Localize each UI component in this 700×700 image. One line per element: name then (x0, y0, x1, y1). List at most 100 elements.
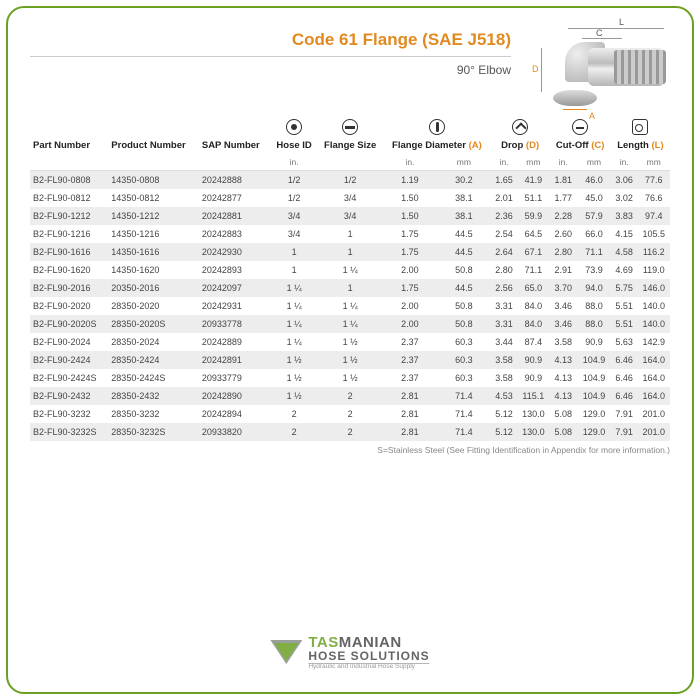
cell: 2 (317, 423, 383, 441)
cell: 1 (271, 243, 318, 261)
cell: 1 ½ (271, 369, 318, 387)
cell: 20242894 (199, 405, 271, 423)
cell: 2 (271, 423, 318, 441)
cell: 164.0 (638, 387, 670, 405)
cell: 28350-2020S (108, 315, 199, 333)
cell: 30.2 (437, 171, 491, 190)
header: Code 61 Flange (SAE J518) 90° Elbow (30, 26, 670, 108)
cell: 2.37 (383, 351, 437, 369)
cell: 5.63 (611, 333, 638, 351)
table-row: B2-FL90-2020S28350-2020S209337781 ¼1 ¼2.… (30, 315, 670, 333)
cell: 4.15 (611, 225, 638, 243)
cutoff-icon (572, 119, 588, 135)
footnote: S=Stainless Steel (See Fitting Identific… (30, 445, 670, 455)
cell: 76.6 (638, 189, 670, 207)
cell: 1 (271, 261, 318, 279)
cell: 2.80 (491, 261, 517, 279)
cell: 14350-1216 (108, 225, 199, 243)
cell: 57.9 (577, 207, 611, 225)
cell: 1 ¼ (271, 297, 318, 315)
cell: 20242877 (199, 189, 271, 207)
cell: 2.00 (383, 315, 437, 333)
table-row: B2-FL90-243228350-2432202428901 ½22.8171… (30, 387, 670, 405)
cell: 90.9 (517, 369, 549, 387)
col-hose-id: Hose ID (271, 137, 318, 154)
flange-dia-icon (429, 119, 445, 135)
cell: 71.4 (437, 423, 491, 441)
cell: 65.0 (517, 279, 549, 297)
table-row: B2-FL90-080814350-0808202428881/21/21.19… (30, 171, 670, 190)
cell: 50.8 (437, 297, 491, 315)
cell: 3.31 (491, 297, 517, 315)
cell: 2.60 (549, 225, 577, 243)
cell: 14350-1212 (108, 207, 199, 225)
cell: B2-FL90-1616 (30, 243, 108, 261)
cell: 2.81 (383, 423, 437, 441)
cell: 88.0 (577, 297, 611, 315)
cell: 104.9 (577, 387, 611, 405)
title-block: Code 61 Flange (SAE J518) 90° Elbow (30, 26, 517, 83)
unit-row: in. in.mm in.mm in.mm in.mm (30, 154, 670, 171)
logo-mark-icon (270, 640, 302, 664)
cell: 105.5 (638, 225, 670, 243)
cell: 140.0 (638, 297, 670, 315)
col-flange-dia: Flange Diameter (A) (383, 137, 491, 154)
cell: 1/2 (271, 189, 318, 207)
cell: 1.19 (383, 171, 437, 190)
cell: 41.9 (517, 171, 549, 190)
cell: 130.0 (517, 423, 549, 441)
cell: 20933778 (199, 315, 271, 333)
cell: 66.0 (577, 225, 611, 243)
cell: 1.75 (383, 225, 437, 243)
cell: 3.46 (549, 297, 577, 315)
cell: 84.0 (517, 315, 549, 333)
cell: 3.46 (549, 315, 577, 333)
cell: 3/4 (317, 189, 383, 207)
cell: 20242890 (199, 387, 271, 405)
cell: 2.56 (491, 279, 517, 297)
cell: 2.81 (383, 387, 437, 405)
cell: 146.0 (638, 279, 670, 297)
cell: 51.1 (517, 189, 549, 207)
cell: 3/4 (271, 225, 318, 243)
cell: 20242881 (199, 207, 271, 225)
cell: 4.58 (611, 243, 638, 261)
page-title: Code 61 Flange (SAE J518) (30, 26, 511, 56)
page-subtitle: 90° Elbow (30, 56, 511, 83)
cell: 116.2 (638, 243, 670, 261)
cell: 7.91 (611, 423, 638, 441)
cell: B2-FL90-1216 (30, 225, 108, 243)
cell: 60.3 (437, 351, 491, 369)
drop-icon (512, 119, 528, 135)
cell: 1.65 (491, 171, 517, 190)
cell: 2.01 (491, 189, 517, 207)
table-row: B2-FL90-3232S28350-3232S20933820222.8171… (30, 423, 670, 441)
cell: 3.31 (491, 315, 517, 333)
cell: B2-FL90-2424S (30, 369, 108, 387)
cell: 45.0 (577, 189, 611, 207)
cell: 5.51 (611, 315, 638, 333)
cell: 60.3 (437, 333, 491, 351)
table-row: B2-FL90-121614350-1216202428833/411.7544… (30, 225, 670, 243)
cell: 1 (317, 243, 383, 261)
cell: 46.0 (577, 171, 611, 190)
hose-id-icon (286, 119, 302, 135)
cell: 104.9 (577, 369, 611, 387)
cell: 129.0 (577, 423, 611, 441)
cell: 44.5 (437, 225, 491, 243)
col-flange-size: Flange Size (317, 137, 383, 154)
cell: 3.06 (611, 171, 638, 190)
cell: B2-FL90-2020 (30, 297, 108, 315)
cell: 71.4 (437, 405, 491, 423)
cell: 73.9 (577, 261, 611, 279)
cell: B2-FL90-2424 (30, 351, 108, 369)
cell: 50.8 (437, 261, 491, 279)
cell: 59.9 (517, 207, 549, 225)
cell: 2.64 (491, 243, 517, 261)
dim-c-icon (582, 38, 622, 39)
cell: 2 (317, 405, 383, 423)
dim-l-icon (568, 28, 664, 29)
cell: 28350-2424 (108, 351, 199, 369)
cell: 2.54 (491, 225, 517, 243)
cell: 1 ¼ (317, 261, 383, 279)
